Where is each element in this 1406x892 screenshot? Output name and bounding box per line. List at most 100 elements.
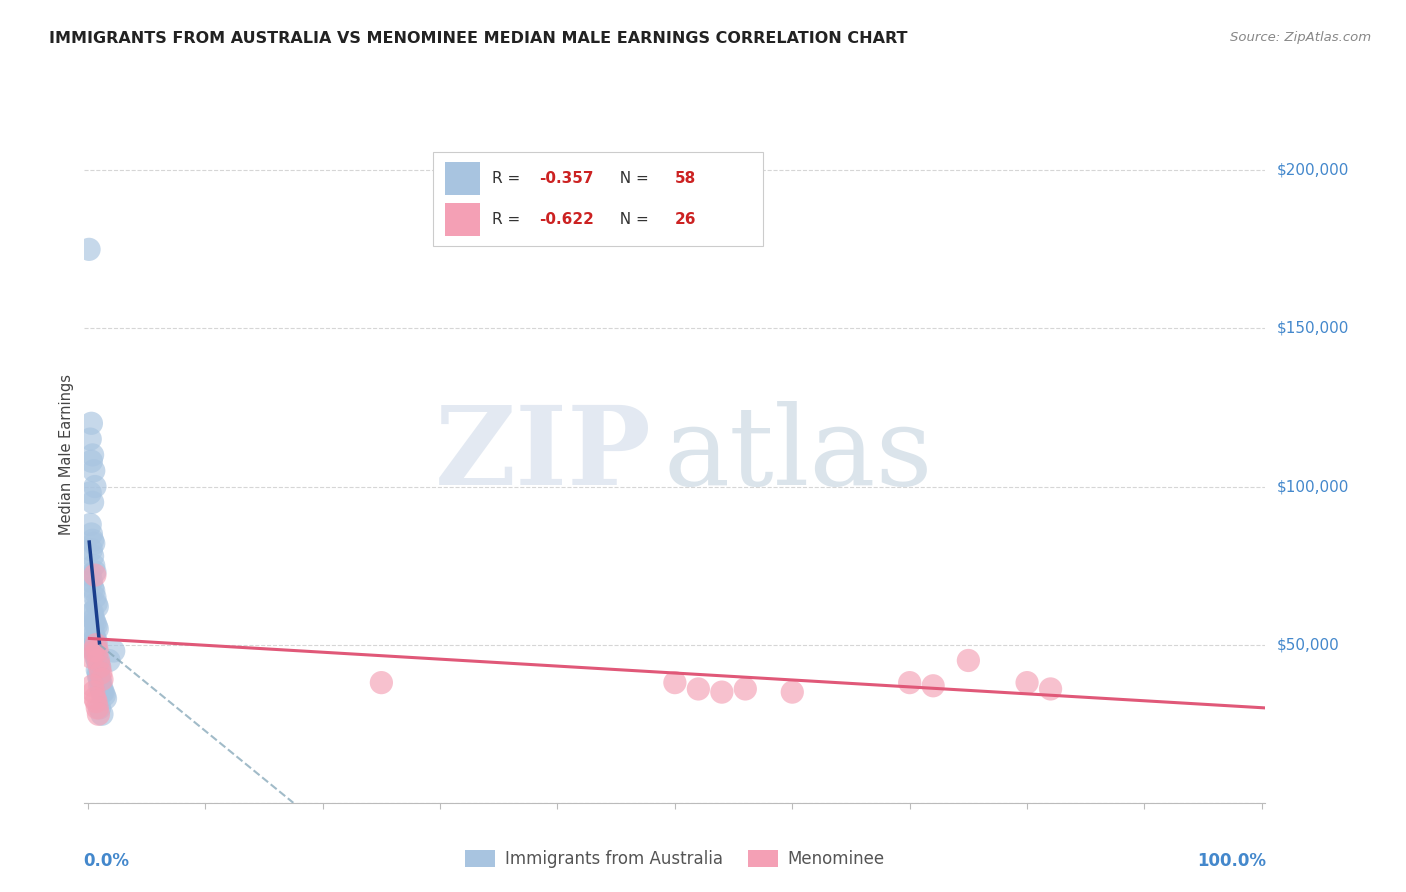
Point	[84, 695, 107, 709]
Point	[86, 599, 108, 614]
Legend: Immigrants from Australia, Menominee: Immigrants from Australia, Menominee	[458, 843, 891, 874]
Point	[80, 574, 103, 589]
Point	[82, 495, 104, 509]
Point	[82, 549, 104, 563]
Point	[80, 454, 103, 468]
Point	[80, 527, 103, 541]
Text: 58: 58	[675, 171, 696, 186]
Point	[84, 640, 107, 655]
Point	[710, 685, 733, 699]
Point	[83, 628, 105, 642]
Text: Source: ZipAtlas.com: Source: ZipAtlas.com	[1230, 31, 1371, 45]
Point	[83, 685, 105, 699]
Point	[84, 634, 107, 648]
Point	[84, 591, 107, 605]
Point	[898, 675, 921, 690]
Point	[80, 417, 103, 431]
Point	[83, 558, 105, 573]
Point	[77, 243, 100, 257]
Point	[84, 644, 107, 658]
Point	[86, 653, 108, 667]
Point	[84, 568, 107, 582]
Point	[82, 606, 104, 620]
Point	[89, 679, 111, 693]
Text: $100,000: $100,000	[1277, 479, 1348, 494]
FancyBboxPatch shape	[433, 153, 763, 246]
Point	[664, 675, 686, 690]
Point	[82, 679, 104, 693]
Text: atlas: atlas	[664, 401, 932, 508]
Point	[688, 681, 710, 696]
Bar	[444, 203, 479, 236]
Point	[91, 673, 114, 687]
Text: R =: R =	[492, 212, 524, 227]
Point	[79, 486, 101, 500]
Point	[93, 688, 115, 702]
Point	[98, 653, 121, 667]
Point	[83, 583, 105, 598]
Point	[84, 638, 107, 652]
Point	[84, 632, 107, 646]
Point	[87, 666, 110, 681]
Point	[87, 707, 110, 722]
Point	[82, 581, 104, 595]
Point	[87, 657, 110, 671]
Point	[79, 432, 101, 446]
Point	[84, 691, 107, 706]
Point	[84, 618, 107, 632]
Point	[80, 542, 103, 557]
Point	[82, 448, 104, 462]
Text: $150,000: $150,000	[1277, 321, 1348, 336]
Point	[84, 479, 107, 493]
Point	[103, 644, 125, 658]
Point	[86, 701, 108, 715]
Point	[83, 536, 105, 550]
Bar	[444, 162, 479, 195]
Point	[84, 597, 107, 611]
Text: 100.0%: 100.0%	[1198, 852, 1267, 870]
Point	[91, 685, 114, 699]
Point	[79, 568, 101, 582]
Point	[80, 606, 103, 620]
Point	[83, 638, 105, 652]
Point	[87, 653, 110, 667]
Point	[80, 650, 103, 665]
Point	[82, 622, 104, 636]
Point	[922, 679, 945, 693]
Text: ZIP: ZIP	[434, 401, 651, 508]
Point	[780, 685, 803, 699]
Point	[370, 675, 392, 690]
Text: N =: N =	[610, 171, 654, 186]
Text: -0.622: -0.622	[538, 212, 593, 227]
Point	[1039, 681, 1062, 696]
Point	[82, 533, 104, 548]
Text: R =: R =	[492, 171, 524, 186]
Point	[83, 464, 105, 478]
Point	[94, 691, 117, 706]
Text: N =: N =	[610, 212, 654, 227]
Y-axis label: Median Male Earnings: Median Male Earnings	[59, 375, 73, 535]
Point	[89, 701, 111, 715]
Point	[84, 638, 107, 652]
Text: IMMIGRANTS FROM AUSTRALIA VS MENOMINEE MEDIAN MALE EARNINGS CORRELATION CHART: IMMIGRANTS FROM AUSTRALIA VS MENOMINEE M…	[49, 31, 908, 46]
Point	[89, 660, 111, 674]
Point	[89, 673, 111, 687]
Point	[86, 663, 108, 677]
Point	[83, 644, 105, 658]
Point	[84, 565, 107, 579]
Point	[86, 644, 108, 658]
Text: -0.357: -0.357	[538, 171, 593, 186]
Point	[90, 675, 112, 690]
Point	[734, 681, 756, 696]
Point	[91, 681, 114, 696]
Point	[957, 653, 980, 667]
Point	[86, 622, 108, 636]
Point	[84, 650, 107, 665]
Text: 0.0%: 0.0%	[83, 852, 129, 870]
Point	[79, 517, 101, 532]
Point	[84, 615, 107, 630]
Point	[1015, 675, 1038, 690]
Point	[89, 660, 111, 674]
Point	[90, 666, 112, 681]
Point	[84, 647, 107, 661]
